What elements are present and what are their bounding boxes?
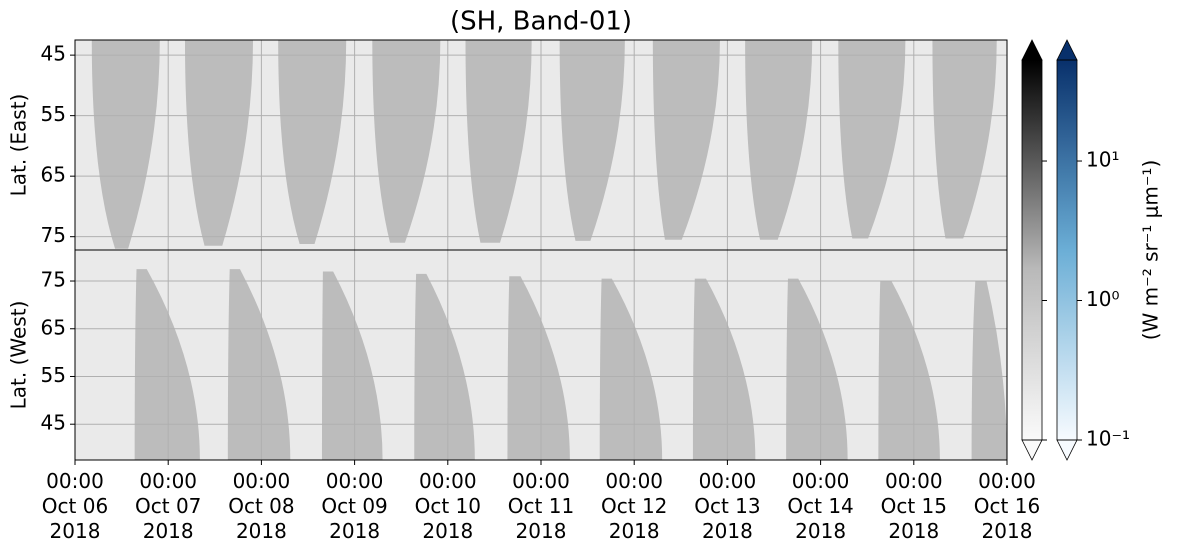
y-axis-label: Lat. (West): [7, 301, 31, 410]
swath: [838, 40, 906, 239]
x-tick-label: 00:00 Oct 12 2018: [601, 469, 667, 543]
swath: [559, 40, 625, 241]
swath: [599, 278, 663, 460]
x-tick-label: 00:00 Oct 10 2018: [415, 469, 481, 543]
swath: [414, 273, 475, 460]
y-axis-label: Lat. (East): [7, 94, 31, 197]
x-tick-label: 00:00 Oct 09 2018: [321, 469, 387, 543]
colorbar-extend-max: [1056, 39, 1078, 61]
colorbar-frame: [1021, 59, 1043, 441]
swath: [91, 40, 160, 249]
chart-title: (SH, Band-01): [450, 7, 632, 37]
swath: [465, 40, 532, 243]
panel-frame: [74, 249, 1008, 461]
swath: [692, 278, 756, 460]
colorbar-tick-label: 10⁻¹: [1086, 427, 1130, 451]
x-tick-label: 00:00 Oct 14 2018: [787, 469, 853, 543]
x-tick-label: 00:00 Oct 07 2018: [135, 469, 201, 543]
colorbar-tick-label: 10⁰: [1086, 287, 1119, 311]
colorbar-label: (W m⁻² sr⁻¹ μm⁻¹): [1139, 160, 1163, 341]
y-tick-label: 65: [41, 163, 66, 187]
colorbar-frame: [1056, 59, 1078, 441]
swath: [971, 281, 1007, 460]
y-tick-label: 45: [41, 42, 66, 66]
swath: [227, 269, 291, 460]
x-tick-label: 00:00 Oct 16 2018: [974, 469, 1040, 543]
swath: [786, 278, 848, 460]
y-tick-label: 55: [41, 102, 66, 126]
colorbar: [1057, 60, 1077, 440]
y-tick-label: 75: [41, 268, 66, 292]
x-tick-label: 00:00 Oct 11 2018: [508, 469, 574, 543]
swath: [278, 40, 347, 244]
swath: [321, 271, 383, 460]
x-tick-label: 00:00 Oct 06 2018: [42, 469, 108, 543]
colorbar-tick-label: 10¹: [1086, 148, 1119, 172]
x-tick-label: 00:00 Oct 15 2018: [881, 469, 947, 543]
x-tick-label: 00:00 Oct 08 2018: [228, 469, 294, 543]
swath: [745, 40, 813, 240]
y-tick-label: 65: [41, 315, 66, 339]
y-tick-label: 45: [41, 411, 66, 435]
swath: [932, 40, 997, 239]
colorbar-extend-max: [1021, 39, 1043, 61]
swath: [652, 40, 720, 240]
y-tick-label: 55: [41, 363, 66, 387]
colorbar-extend-min: [1056, 439, 1078, 461]
swath: [878, 281, 940, 460]
colorbar-extend-min: [1021, 439, 1043, 461]
y-tick-label: 75: [41, 223, 66, 247]
swath: [184, 40, 254, 246]
swath: [507, 276, 570, 460]
x-tick-label: 00:00 Oct 13 2018: [694, 469, 760, 543]
swath: [372, 40, 441, 243]
colorbar: [1022, 60, 1042, 440]
swath: [134, 269, 200, 460]
